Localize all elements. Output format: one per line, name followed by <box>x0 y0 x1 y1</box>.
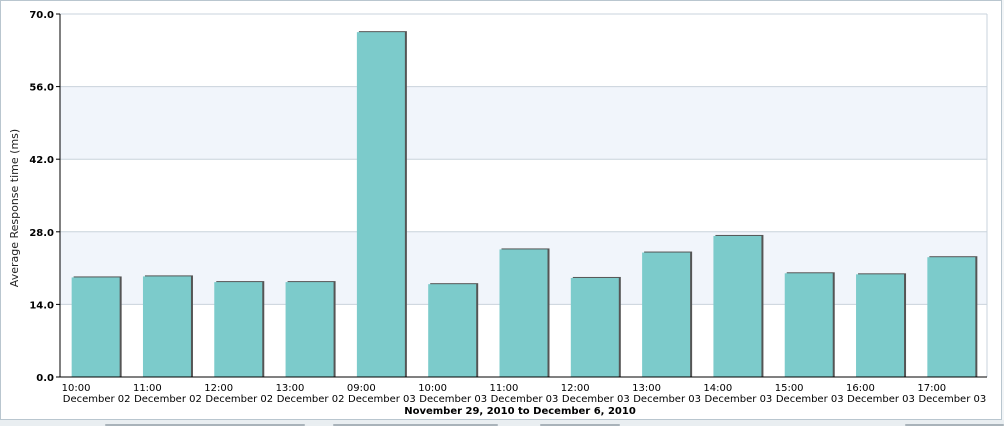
scroll-tab <box>905 424 1004 426</box>
bar[interactable] <box>428 284 477 377</box>
x-tick-date: December 02 <box>205 394 273 405</box>
bar[interactable] <box>856 274 905 377</box>
y-tick-label: 56.0 <box>29 83 54 94</box>
x-tick-time: 11:00 <box>490 383 519 394</box>
x-tick-date: December 03 <box>562 394 630 405</box>
x-axis-title: November 29, 2010 to December 6, 2010 <box>404 406 636 417</box>
x-tick-time: 16:00 <box>846 383 875 394</box>
bar[interactable] <box>142 276 191 377</box>
y-tick-label: 70.0 <box>29 10 54 21</box>
bar[interactable] <box>570 277 619 377</box>
x-tick-date: December 03 <box>491 394 559 405</box>
x-tick-time: 12:00 <box>204 383 233 394</box>
y-tick-label: 42.0 <box>29 155 54 166</box>
x-tick-time: 11:00 <box>133 383 162 394</box>
y-tick-label: 0.0 <box>36 373 54 384</box>
x-tick-time: 10:00 <box>418 383 447 394</box>
x-tick-date: December 03 <box>847 394 915 405</box>
x-tick-time: 14:00 <box>703 383 732 394</box>
y-axis-label: Average Response time (ms) <box>8 129 21 287</box>
bottom-strip <box>0 420 1004 426</box>
bar[interactable] <box>642 252 691 377</box>
band <box>60 86 987 160</box>
bar[interactable] <box>927 257 976 377</box>
bar[interactable] <box>356 32 405 378</box>
x-tick-date: December 03 <box>776 394 844 405</box>
x-tick-date: December 03 <box>705 394 773 405</box>
x-tick-time: 17:00 <box>917 383 946 394</box>
x-tick-time: 09:00 <box>347 383 376 394</box>
bar[interactable] <box>71 277 120 377</box>
x-tick-date: December 02 <box>63 394 131 405</box>
x-tick-time: 12:00 <box>561 383 590 394</box>
x-tick-time: 15:00 <box>775 383 804 394</box>
scroll-tab <box>333 424 498 426</box>
bar[interactable] <box>499 249 548 377</box>
x-tick-time: 13:00 <box>276 383 305 394</box>
x-tick-time: 10:00 <box>62 383 91 394</box>
x-tick-date: December 03 <box>348 394 416 405</box>
x-tick-date: December 03 <box>918 394 986 405</box>
bar[interactable] <box>713 235 762 377</box>
x-tick-date: December 03 <box>633 394 701 405</box>
x-tick-date: December 03 <box>419 394 487 405</box>
x-tick-date: December 02 <box>134 394 202 405</box>
y-tick-labels: 0.0 14.0 28.0 42.0 56.0 70.0 <box>29 10 54 384</box>
bar[interactable] <box>784 273 833 377</box>
y-tick-label: 28.0 <box>29 228 54 239</box>
bars <box>71 31 978 378</box>
x-tick-time: 13:00 <box>632 383 661 394</box>
axes <box>56 13 987 378</box>
y-tick-label: 14.0 <box>29 300 54 311</box>
scroll-tab <box>105 424 305 426</box>
bar[interactable] <box>214 282 263 377</box>
bar[interactable] <box>285 282 334 377</box>
x-tick-date: December 02 <box>277 394 345 405</box>
scroll-tab <box>540 424 620 426</box>
